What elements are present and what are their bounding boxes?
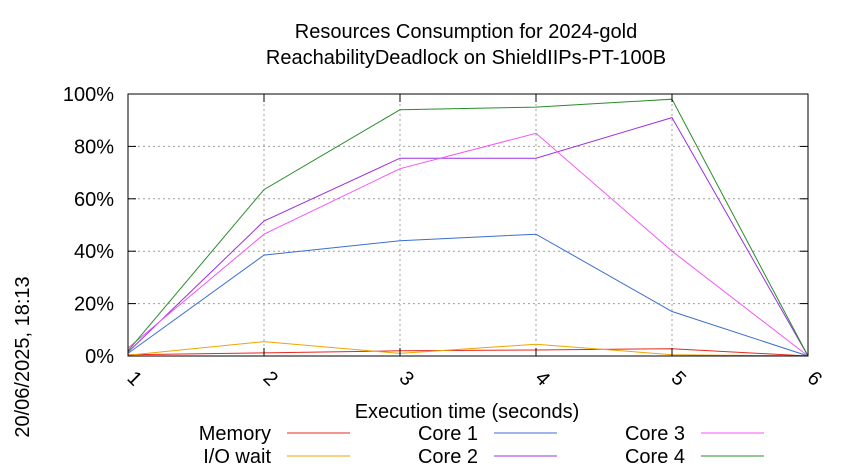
y-tick-label: 80%: [74, 136, 114, 158]
y-tick-label: 60%: [74, 189, 114, 211]
series-line-core-1: [127, 233, 809, 357]
series-line-core-4: [127, 98, 809, 357]
x-tick-label: 2: [259, 367, 282, 390]
timestamp-label: 20/06/2025, 18:13: [12, 276, 34, 437]
y-tick-label: 20%: [74, 294, 114, 316]
series-line-i-o-wait: [127, 341, 809, 357]
chart-subtitle: ReachabilityDeadlock on ShieldIIPs-PT-10…: [266, 47, 666, 69]
legend-label: Core 4: [625, 446, 685, 468]
series-line-memory: [127, 348, 809, 357]
legend-label: Core 1: [418, 423, 478, 445]
legend-label: Core 2: [418, 446, 478, 468]
plot-frame: [127, 93, 809, 357]
y-tick-label: 40%: [74, 241, 114, 263]
x-tick-label: 6: [803, 367, 826, 390]
axis-ticks: 0% 20% 40% 60% 80% 100% 1 2 3 4 5 6: [63, 84, 826, 390]
series-lines: [127, 98, 809, 357]
x-tick-label: 1: [123, 367, 146, 390]
y-tick-label: 100%: [63, 84, 114, 106]
x-tick-label: 3: [395, 367, 418, 390]
legend-label: I/O wait: [203, 446, 271, 468]
series-line-core-2: [127, 117, 809, 357]
x-tick-label: 5: [667, 367, 690, 390]
x-axis-label: Execution time (seconds): [355, 401, 580, 423]
legend-label: Core 3: [625, 423, 685, 445]
series-line-core-3: [127, 132, 809, 357]
chart-title: Resources Consumption for 2024-gold: [295, 21, 637, 43]
y-tick-label: 0%: [85, 346, 114, 368]
x-tick-label: 4: [531, 367, 554, 390]
legend-label: Memory: [199, 423, 271, 445]
grid-lines: [128, 94, 808, 356]
